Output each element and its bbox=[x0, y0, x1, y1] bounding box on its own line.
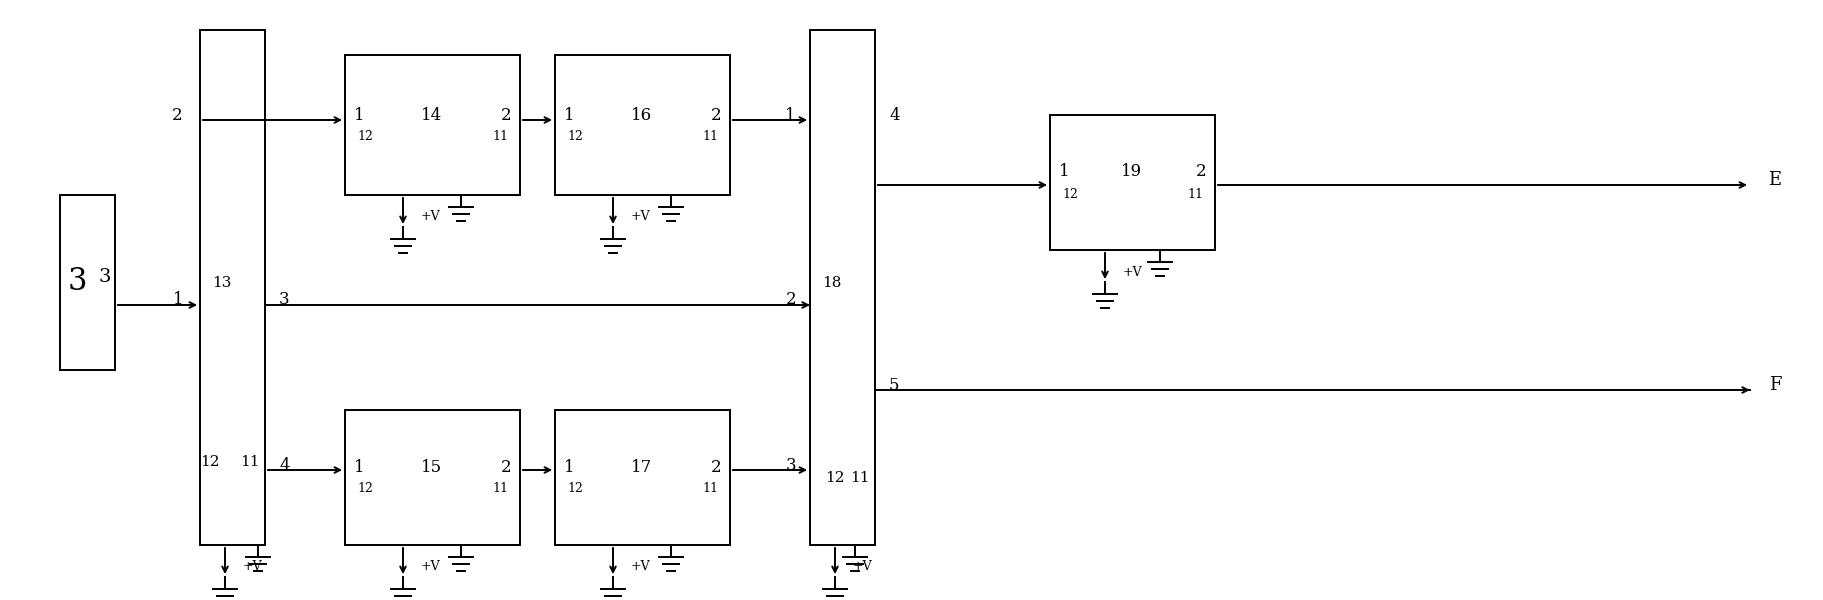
Text: 1: 1 bbox=[354, 458, 365, 475]
Bar bbox=[809, 30, 875, 545]
Text: 11: 11 bbox=[1187, 187, 1203, 200]
Bar bbox=[345, 410, 520, 545]
Text: F: F bbox=[1768, 376, 1781, 394]
Text: 12: 12 bbox=[357, 130, 372, 143]
Text: 1: 1 bbox=[786, 107, 795, 124]
Bar bbox=[1050, 115, 1214, 250]
Bar bbox=[345, 55, 520, 195]
Text: +V: +V bbox=[853, 560, 871, 574]
Text: 11: 11 bbox=[492, 482, 509, 496]
Text: 3: 3 bbox=[67, 266, 88, 298]
Text: 12: 12 bbox=[567, 130, 583, 143]
Bar bbox=[554, 55, 729, 195]
Text: 12: 12 bbox=[567, 482, 583, 496]
Text: 11: 11 bbox=[492, 130, 509, 143]
Text: 3: 3 bbox=[98, 268, 111, 286]
Text: 12: 12 bbox=[357, 482, 372, 496]
Text: 5: 5 bbox=[888, 377, 899, 394]
Text: +V: +V bbox=[242, 560, 263, 574]
Bar bbox=[201, 30, 264, 545]
Text: 4: 4 bbox=[888, 107, 899, 124]
Text: 3: 3 bbox=[279, 292, 290, 308]
Text: 12: 12 bbox=[201, 455, 219, 469]
Text: 3: 3 bbox=[786, 457, 795, 473]
Text: 1: 1 bbox=[563, 107, 574, 124]
Text: 15: 15 bbox=[421, 458, 443, 475]
Text: 11: 11 bbox=[850, 471, 870, 485]
Bar bbox=[554, 410, 729, 545]
Text: 1: 1 bbox=[173, 292, 184, 308]
Text: 12: 12 bbox=[1061, 187, 1077, 200]
Text: 2: 2 bbox=[786, 292, 795, 308]
Text: 11: 11 bbox=[702, 130, 718, 143]
Text: 1: 1 bbox=[563, 458, 574, 475]
Text: +V: +V bbox=[1123, 265, 1141, 278]
Text: 19: 19 bbox=[1121, 163, 1141, 181]
Text: 11: 11 bbox=[702, 482, 718, 496]
Text: 14: 14 bbox=[421, 107, 443, 124]
Text: 11: 11 bbox=[241, 455, 259, 469]
Text: 18: 18 bbox=[822, 276, 840, 290]
Text: 16: 16 bbox=[631, 107, 653, 124]
Text: 2: 2 bbox=[500, 458, 510, 475]
Text: 1: 1 bbox=[1057, 163, 1068, 181]
Text: 4: 4 bbox=[279, 457, 290, 473]
Bar bbox=[60, 195, 115, 370]
Text: +V: +V bbox=[421, 560, 441, 574]
Text: E: E bbox=[1768, 171, 1781, 189]
Text: 2: 2 bbox=[1196, 163, 1205, 181]
Text: 2: 2 bbox=[711, 107, 720, 124]
Text: +V: +V bbox=[631, 560, 651, 574]
Text: 2: 2 bbox=[500, 107, 510, 124]
Text: 2: 2 bbox=[171, 107, 182, 124]
Text: 2: 2 bbox=[711, 458, 720, 475]
Text: +V: +V bbox=[631, 211, 651, 223]
Text: 12: 12 bbox=[824, 471, 844, 485]
Text: 1: 1 bbox=[354, 107, 365, 124]
Text: 17: 17 bbox=[631, 458, 653, 475]
Text: 13: 13 bbox=[211, 276, 232, 290]
Text: +V: +V bbox=[421, 211, 441, 223]
